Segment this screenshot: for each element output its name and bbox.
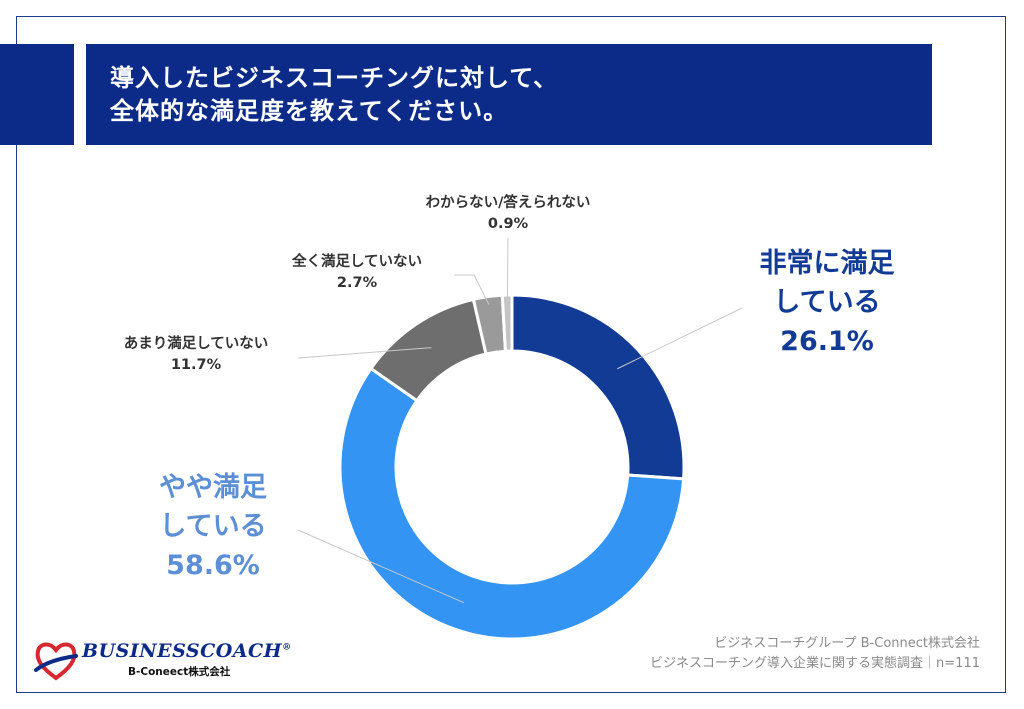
leader-somewhat-satisfied <box>297 529 465 604</box>
title-line-1: 導入したビジネスコーチングに対して、 <box>110 64 559 92</box>
label-not-at-all-satisfied-value: 2.7% <box>336 275 378 291</box>
label-somewhat-satisfied-line2: している <box>159 511 267 542</box>
label-somewhat-satisfied-value: 58.6% <box>166 550 260 581</box>
source-line-1: ビジネスコーチグループ B-Connect株式会社 <box>714 636 980 651</box>
title-line-2: 全体的な満足度を教えてください。 <box>110 97 509 125</box>
slice-somewhat-satisfied <box>338 366 686 641</box>
slice-very-satisfied <box>510 293 686 481</box>
label-dont-know-value: 0.9% <box>487 216 529 232</box>
company-logo: BUSINESSCOACH® B-Coneect株式会社 <box>32 636 291 686</box>
title-banner: 導入したビジネスコーチングに対して、 全体的な満足度を教えてください。 <box>86 44 932 145</box>
label-somewhat-satisfied: やや満足 している 58.6% <box>128 468 298 585</box>
page-frame <box>16 16 1006 693</box>
leader-dont-know <box>506 237 509 304</box>
label-somewhat-satisfied-line1: やや満足 <box>159 472 267 503</box>
label-not-very-satisfied-text: あまり満足していない <box>123 336 269 352</box>
label-dont-know: わからない/答えられない 0.9% <box>398 193 618 235</box>
label-very-satisfied: 非常に満足 している 26.1% <box>742 244 912 361</box>
leader-very-satisfied <box>617 307 743 370</box>
label-dont-know-text: わからない/答えられない <box>425 195 591 211</box>
source-line-2: ビジネスコーチング導入企業に関する実態調査｜n=111 <box>650 656 980 671</box>
logo-subtitle: B-Coneect株式会社 <box>128 666 231 678</box>
label-very-satisfied-value: 26.1% <box>780 326 874 357</box>
label-very-satisfied-line2: している <box>773 287 881 318</box>
leader-not-at-all-satisfied <box>454 274 490 305</box>
slice-dont-know <box>500 293 514 353</box>
label-not-at-all-satisfied-text: 全く満足していない <box>291 254 423 270</box>
logo-wordmark: BUSINESSCOACH® <box>82 640 292 662</box>
label-not-very-satisfied-value: 11.7% <box>170 357 222 373</box>
logo-heart-icon <box>34 642 78 681</box>
label-not-at-all-satisfied: 全く満足していない 2.7% <box>262 252 452 294</box>
label-very-satisfied-line1: 非常に満足 <box>759 248 895 279</box>
title-accent-block <box>0 44 74 145</box>
leader-not-very-satisfied <box>297 347 432 359</box>
label-not-very-satisfied: あまり満足していない 11.7% <box>96 334 296 376</box>
source-note: ビジネスコーチグループ B-Connect株式会社 ビジネスコーチング導入企業に… <box>650 634 980 674</box>
